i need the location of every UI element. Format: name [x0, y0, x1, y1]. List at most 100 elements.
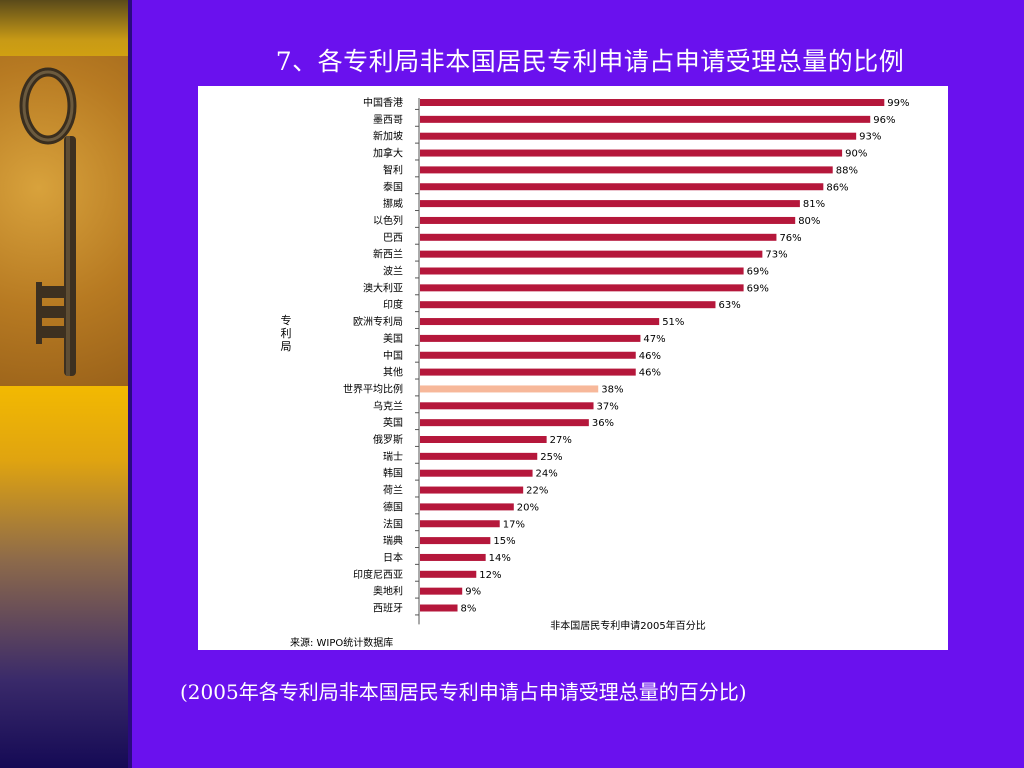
bar: [420, 469, 533, 477]
category-label: 巴西: [383, 232, 403, 244]
bar: [420, 402, 594, 410]
category-label: 印度: [383, 298, 403, 311]
bar: [420, 385, 599, 393]
bar: [420, 216, 796, 224]
x-axis-label: 非本国居民专利申请2005年百分比: [550, 619, 705, 632]
bar: [420, 99, 885, 106]
value-label: 25%: [540, 452, 562, 463]
bar: [420, 419, 589, 427]
divider-line: [128, 0, 132, 768]
category-label: 英国: [383, 416, 403, 429]
category-label: 欧洲专利局: [353, 315, 403, 328]
value-label: 46%: [639, 351, 661, 362]
value-label: 20%: [517, 502, 539, 513]
value-label: 69%: [747, 267, 769, 278]
category-label: 澳大利亚: [363, 281, 403, 294]
category-label: 法国: [383, 517, 403, 530]
value-label: 37%: [597, 401, 619, 412]
value-label: 81%: [803, 199, 825, 210]
category-label: 印度尼西亚: [353, 568, 403, 581]
bar: [420, 233, 777, 241]
category-label: 墨西哥: [373, 114, 403, 126]
category-label: 美国: [383, 332, 403, 345]
bar: [420, 284, 744, 292]
y-axis-label: 专利局: [281, 313, 292, 353]
value-label: 24%: [536, 469, 558, 480]
bar: [420, 553, 486, 561]
bar: [420, 503, 514, 511]
chart-panel: 中国香港 99% 墨西哥 96% 新加坡 93% 加拿大 90% 智利 88% 泰国 86% 挪威 81%…: [198, 86, 948, 650]
category-label: 中国: [383, 349, 403, 362]
category-label: 德国: [383, 500, 403, 513]
left-decor-strip: [0, 0, 128, 768]
bar: [420, 115, 871, 123]
category-label: 其他: [383, 366, 403, 379]
value-label: 27%: [550, 435, 572, 446]
category-label: 新西兰: [373, 248, 403, 261]
value-label: 93%: [859, 132, 881, 143]
category-label: 挪威: [383, 197, 403, 210]
bar: [420, 486, 524, 494]
category-label: 波兰: [383, 265, 403, 278]
category-label: 韩国: [383, 467, 403, 480]
value-label: 88%: [836, 165, 858, 176]
category-label: 荷兰: [383, 484, 403, 497]
value-label: 51%: [662, 317, 684, 328]
value-label: 12%: [479, 570, 501, 581]
category-label: 中国香港: [363, 96, 403, 109]
slide-title: 7、各专利局非本国居民专利申请占申请受理总量的比例: [275, 47, 905, 76]
slide-caption: (2005年各专利局非本国居民专利申请占申请受理总量的百分比): [180, 680, 747, 704]
category-label: 加拿大: [373, 147, 403, 160]
value-label: 17%: [503, 519, 525, 530]
category-label: 瑞典: [383, 534, 403, 547]
value-label: 73%: [765, 250, 787, 261]
key-icon: [19, 67, 77, 376]
value-label: 69%: [747, 283, 769, 294]
bar: [420, 587, 463, 595]
value-label: 9%: [465, 587, 481, 598]
category-label: 新加坡: [373, 130, 403, 143]
category-label: 智利: [383, 163, 403, 176]
value-label: 86%: [826, 182, 848, 193]
bar: [420, 604, 458, 612]
value-label: 90%: [845, 149, 867, 160]
bar: [420, 183, 824, 191]
key-photo: [0, 56, 128, 386]
bar: [420, 250, 763, 258]
value-label: 22%: [526, 486, 548, 497]
bar: [420, 570, 477, 578]
value-label: 99%: [887, 98, 909, 109]
source-note: 来源: WIPO统计数据库: [290, 638, 394, 649]
category-label: 乌克兰: [373, 399, 403, 412]
bar: [420, 351, 636, 359]
value-label: 14%: [489, 553, 511, 564]
bar: [420, 318, 660, 326]
bar: [420, 537, 491, 545]
bar: [420, 132, 857, 140]
value-label: 46%: [639, 368, 661, 379]
value-label: 63%: [718, 300, 740, 311]
category-label: 日本: [383, 551, 403, 564]
bar: [420, 267, 744, 275]
value-label: 15%: [493, 536, 515, 547]
value-label: 38%: [601, 384, 623, 395]
bar: [420, 368, 636, 376]
bar: [420, 436, 547, 443]
value-label: 8%: [461, 604, 477, 615]
value-label: 47%: [643, 334, 665, 345]
category-label: 泰国: [383, 180, 403, 193]
category-label: 以色列: [373, 214, 403, 227]
bar: [420, 166, 833, 174]
category-label: 瑞士: [383, 450, 403, 463]
category-label: 西班牙: [373, 603, 403, 615]
value-label: 36%: [592, 418, 614, 429]
bar: [420, 200, 800, 208]
value-label: 76%: [779, 233, 801, 244]
value-label: 80%: [798, 216, 820, 227]
bar: [420, 520, 500, 528]
bar: [420, 452, 538, 460]
category-label: 俄罗斯: [373, 433, 403, 446]
category-label: 奥地利: [373, 585, 403, 598]
value-label: 96%: [873, 115, 895, 126]
bar: [420, 334, 641, 342]
